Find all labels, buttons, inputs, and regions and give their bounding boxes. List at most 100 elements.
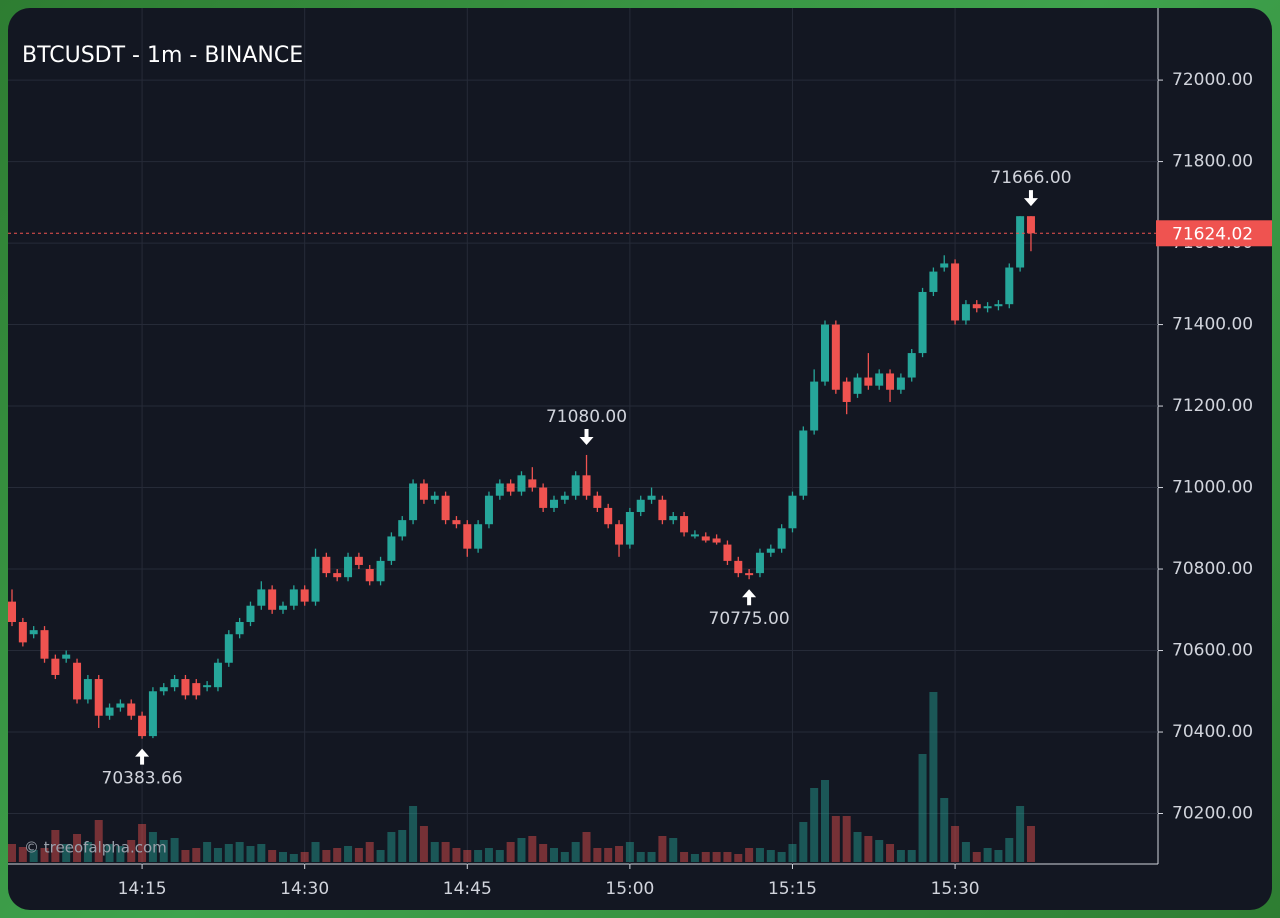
candle-body — [484, 495, 493, 525]
candle-body — [409, 483, 418, 521]
volume-bar — [766, 850, 775, 862]
volume-bar — [474, 850, 483, 862]
overlay-layer: 70200.00 70400.00 70600.00 70800.00 71000.00… — [8, 70, 1272, 899]
volume-bar — [73, 834, 82, 862]
annotation-label: 71080.00 — [546, 407, 627, 427]
candle-body — [73, 662, 82, 700]
candle-body — [918, 291, 927, 354]
candle-body — [517, 475, 526, 492]
volume-bar — [842, 816, 851, 862]
grid — [8, 8, 1158, 864]
volume-bar — [593, 848, 602, 862]
chart-panel — [8, 8, 1272, 910]
volume-bar — [159, 840, 168, 862]
volume-bar — [517, 838, 526, 862]
volume-bar — [311, 842, 320, 862]
annotation-arrow — [1023, 190, 1038, 207]
volume-bar — [680, 852, 689, 862]
annotation-label: 70383.66 — [102, 769, 183, 789]
y-tick-label: 70600.00 — [1172, 641, 1253, 661]
candle-body — [398, 520, 407, 537]
volume-bar — [344, 846, 353, 862]
volume-bar — [810, 788, 819, 862]
candle-body — [62, 654, 71, 659]
candle-body — [1026, 216, 1035, 234]
volume-bar — [875, 840, 884, 862]
volume-bar — [387, 832, 396, 862]
candle-body — [766, 548, 775, 553]
candle-body — [853, 377, 862, 394]
volume-bar — [701, 852, 710, 862]
volume-bar — [647, 852, 656, 862]
candle-body — [452, 520, 461, 525]
candle-body — [257, 589, 266, 606]
volume-bar — [886, 844, 895, 862]
candle-body — [105, 707, 114, 716]
candle-body — [690, 534, 699, 537]
candle-body — [354, 556, 363, 565]
candle-body — [213, 662, 222, 688]
volume-bar — [354, 848, 363, 862]
volume-bar — [712, 852, 721, 862]
candle-body — [636, 499, 645, 512]
volume-bar — [279, 852, 287, 862]
annotation-arrow — [579, 428, 594, 445]
y-tick-label: 70200.00 — [1172, 804, 1253, 824]
last-price-box — [1156, 220, 1272, 247]
candle-body — [777, 528, 786, 549]
x-tick-label: 15:00 — [605, 879, 654, 899]
volume-bar — [994, 850, 1003, 862]
volume-bar — [213, 848, 222, 862]
annotation-label: 71666.00 — [990, 168, 1071, 188]
volume-bar — [636, 852, 645, 862]
volume-bar — [441, 842, 450, 862]
volume-bar — [18, 847, 27, 862]
volume-bar — [972, 852, 981, 862]
volume-bar — [235, 842, 244, 862]
volume-bar — [40, 848, 49, 862]
candle-body — [268, 589, 277, 610]
candle-body — [734, 560, 743, 574]
volume-bar — [550, 848, 558, 862]
candle-body — [365, 569, 374, 582]
candle-body — [571, 475, 580, 496]
candle-body — [430, 495, 439, 500]
candle-body — [203, 685, 212, 688]
candle-body — [680, 516, 689, 533]
candle-body — [8, 601, 16, 623]
candle-body — [127, 703, 136, 716]
x-tick-label: 15:30 — [931, 879, 980, 899]
volume-bar — [170, 838, 179, 862]
candle-body — [821, 324, 829, 382]
volume-bar — [1005, 838, 1014, 862]
annotation-arrow — [742, 589, 757, 606]
y-tick-label: 71800.00 — [1172, 152, 1253, 172]
candle-body — [582, 475, 591, 496]
volume-bar — [116, 846, 125, 862]
candle-layer — [8, 216, 1035, 739]
volume-bar — [788, 844, 797, 862]
volume-bar — [300, 852, 309, 862]
candle-body — [235, 622, 244, 635]
candle-body — [701, 536, 710, 541]
y-tick-label: 70400.00 — [1172, 722, 1253, 742]
volume-bar — [625, 842, 634, 862]
volume-bar — [257, 844, 266, 862]
volume-bar — [62, 844, 71, 862]
volume-bar — [961, 842, 970, 862]
volume-bar — [463, 850, 472, 862]
volume-bar — [409, 806, 418, 862]
volume-bar — [365, 842, 374, 862]
volume-bar — [148, 832, 157, 862]
volume-bar — [484, 848, 493, 862]
candle-body — [961, 304, 970, 321]
candle-body — [929, 271, 938, 292]
volume-bar — [8, 844, 16, 862]
chart-title: BTCUSDT - 1m - BINANCE — [22, 43, 303, 68]
volume-bar — [268, 850, 277, 862]
candle-body — [1016, 216, 1025, 268]
volume-bar — [105, 844, 114, 862]
candle-body — [799, 430, 808, 496]
candle-body — [181, 679, 190, 696]
